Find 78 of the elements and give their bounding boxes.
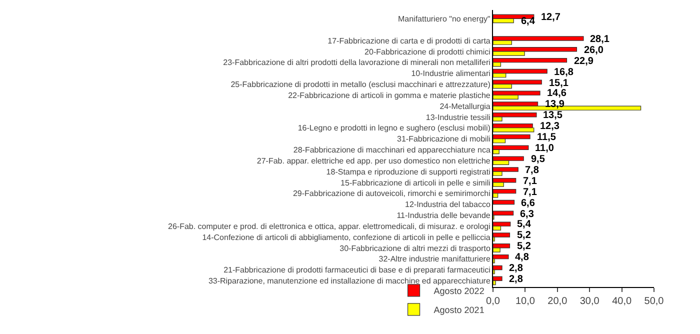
bar <box>493 112 537 118</box>
y-tick-label: 28-Fabbricazione di macchinari ed apparecchiature nca <box>293 146 491 154</box>
data-label: 5,4 <box>517 219 532 230</box>
data-label: 9,5 <box>531 154 546 165</box>
y-tick-label: 11-Industria delle bevande <box>396 211 491 220</box>
bar <box>493 254 509 260</box>
x-tick-label: 50,0 <box>644 296 664 307</box>
bar <box>493 80 542 84</box>
data-label: 22,9 <box>574 56 594 67</box>
y-tick-label: 30-Fabbricazione di altri mezzi di trasporto <box>340 244 491 253</box>
bar <box>493 188 516 194</box>
y-tick-label: 16-Legno e prodotti in legno e sughero (esclusi mobili) <box>298 124 491 133</box>
bar <box>493 167 518 172</box>
data-label: 12,7 <box>541 12 561 23</box>
y-tick-label: 21-Fabbricazione di prodotti farmaceutici di base e di preparati farmaceutici <box>224 266 491 275</box>
data-label: 7,1 <box>523 187 538 198</box>
y-tick-label: 20-Fabbricazione di prodotti chimici <box>364 47 491 56</box>
legend-label: Agosto 2022 <box>434 286 484 296</box>
data-label: 2,8 <box>509 274 524 285</box>
bar <box>493 145 529 150</box>
data-label: 26,0 <box>584 45 604 56</box>
data-label: 5,2 <box>517 241 532 252</box>
data-label: 5,2 <box>517 230 532 241</box>
x-tick-label: 20,0 <box>548 296 568 307</box>
y-tick-label: 23-Fabbricazione di altri prodotti della lavorazione di minerali non metalliferi <box>223 58 491 68</box>
data-label: 6,4 <box>521 16 536 27</box>
y-tick-label: 32-Altre industrie manifatturiere <box>378 254 491 264</box>
bar <box>493 200 515 205</box>
bar <box>493 232 510 238</box>
data-label: 6,6 <box>521 198 536 209</box>
y-tick-label: 10-Industrie alimentari <box>411 69 491 78</box>
bar <box>493 58 568 63</box>
y-tick-label: 24-Metallurgia <box>440 102 491 111</box>
x-tick-label: 40,0 <box>612 296 632 307</box>
y-tick-label: 12-Industria del tabacco <box>405 200 491 210</box>
bar <box>493 128 534 132</box>
bar <box>493 244 510 248</box>
y-tick-label: 27-Fab. appar. elettriche ed app. per uso domestico non elettriche <box>256 156 491 166</box>
bar <box>493 222 511 226</box>
data-label: 14,6 <box>547 88 567 99</box>
bar <box>493 210 514 216</box>
bar <box>493 265 502 270</box>
y-tick-label: 18-Stampa e riproduzione di supporti registrati <box>326 167 491 176</box>
data-label: 11,0 <box>535 143 554 154</box>
data-label: 15,1 <box>549 78 569 89</box>
data-label: 12,3 <box>540 121 560 132</box>
data-label: 2,8 <box>509 263 524 274</box>
y-tick-label: 31-Fabbricazione di mobili <box>397 134 491 144</box>
x-tick-label: 30,0 <box>580 296 600 307</box>
data-label: 6,3 <box>520 209 534 220</box>
bar <box>493 156 524 161</box>
data-label: 4,8 <box>515 252 530 263</box>
legend-label: Agosto 2021 <box>434 304 484 315</box>
data-label: 16,8 <box>554 67 574 78</box>
bar <box>493 178 516 183</box>
x-tick-label: 0,0 <box>486 296 500 307</box>
y-tick-label: 14-Confezione di articoli di abbigliamento, confezione di articoli in pelle e pelliccia <box>202 232 491 242</box>
y-tick-label: 29-Fabbricazione di autoveicoli, rimorchi e semirimorchi <box>292 189 491 198</box>
y-tick-label: 25-Fabbricazione di prodotti in metallo (esclusi macchinari e attrezzature) <box>230 80 491 89</box>
data-label: 7,8 <box>525 165 540 176</box>
y-tick-label: 26-Fab. computer e prod. di elettronica e ottica, appar. elettromedicali, di misuraz. e orologi <box>168 222 491 231</box>
x-tick-label: 10,0 <box>515 296 536 307</box>
data-label: 13,5 <box>543 110 563 121</box>
y-tick-label: 17-Fabbricazione di carta e di prodotti di carta <box>328 36 491 46</box>
y-tick-label: 13-Industrie tessili <box>426 112 491 122</box>
data-label: 7,1 <box>523 176 538 187</box>
bar <box>493 276 502 281</box>
bar <box>493 134 530 140</box>
y-tick-label: 15-Fabbricazione di articoli in pelle e simili <box>340 178 491 188</box>
bar <box>493 90 540 96</box>
data-label: 11,5 <box>537 132 556 143</box>
y-tick-label: 33-Riparazione, manutenzione ed installazione di macchine ed apparecchiature <box>208 276 491 286</box>
bar <box>493 47 578 52</box>
bar <box>493 68 548 74</box>
data-label: 28,1 <box>590 34 610 45</box>
bar <box>493 36 584 41</box>
y-tick-label: 22-Fabbricazione di articoli in gomma e materie plastiche <box>288 90 491 100</box>
y-tick-label: Manifatturiero "no energy" <box>398 14 491 24</box>
